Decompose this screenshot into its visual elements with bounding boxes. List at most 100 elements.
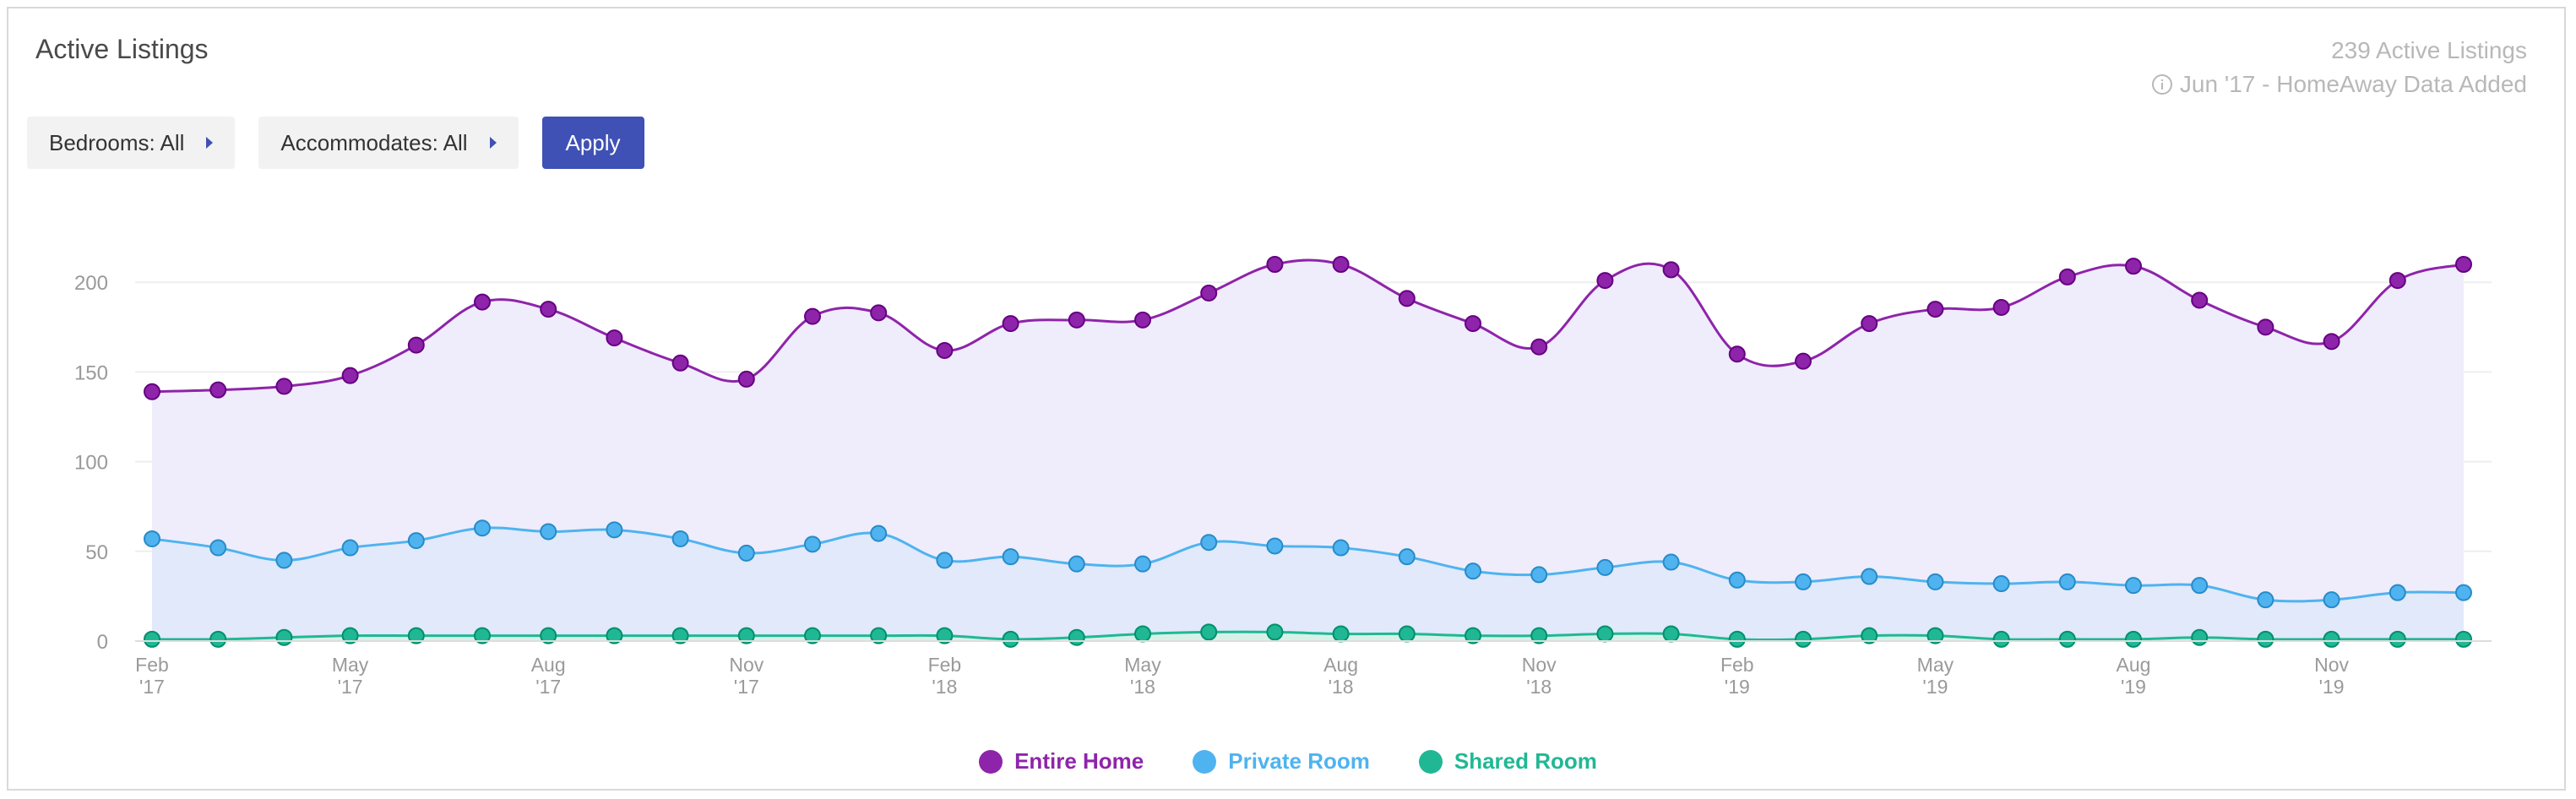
shared-room-point (804, 627, 821, 644)
entire-home-point (474, 293, 491, 311)
shared-room-point (2323, 630, 2340, 648)
private-room-point (1134, 555, 1151, 573)
entire-home-point (1596, 272, 1614, 290)
shared-room-point (1992, 630, 2010, 648)
x-tick-label: '18 (1329, 676, 1354, 698)
private-room-point (1068, 555, 1085, 573)
entire-home-point (209, 381, 227, 399)
point-layer (144, 256, 2472, 648)
private-room-point (606, 521, 623, 539)
shared-room-point (2125, 630, 2142, 648)
entire-home-point (1530, 338, 1548, 356)
entire-home-point (1002, 315, 1019, 333)
y-tick-label: 0 (97, 631, 108, 654)
private-room-point (2257, 591, 2274, 609)
caret-right-icon (489, 137, 497, 149)
shared-room-point (1530, 627, 1548, 644)
private-room-point (1465, 563, 1481, 580)
shared-room-point (407, 627, 425, 644)
entire-home-point (606, 329, 623, 347)
private-room-point (737, 544, 755, 562)
entire-home-point (341, 367, 359, 384)
entire-home-point (1266, 256, 1284, 273)
entire-home-point (407, 336, 425, 354)
shared-room-point (2455, 630, 2472, 648)
private-room-point (1662, 553, 1680, 571)
x-tick-label: '17 (535, 676, 561, 698)
x-tick-label: Feb (928, 654, 962, 676)
shared-room-point (1134, 625, 1151, 643)
x-tick-label: '18 (932, 676, 957, 698)
y-tick-label: 100 (74, 452, 108, 475)
x-tick-label: Aug (2117, 654, 2151, 676)
private-room-point (144, 530, 160, 547)
legend-label: Private Room (1228, 748, 1370, 774)
legend-item-shared-room[interactable]: Shared Room (1418, 748, 1597, 775)
private-room-point (2058, 573, 2076, 590)
y-tick-label: 200 (74, 272, 108, 295)
entire-home-point (1861, 315, 1878, 333)
x-tick-label: '19 (2319, 676, 2345, 698)
legend-item-private-room[interactable]: Private Room (1193, 748, 1370, 775)
active-listings-count: 239 Active Listings (2331, 37, 2527, 63)
entire-home-point (804, 307, 821, 325)
accommodates-dropdown[interactable]: Accommodates: All (258, 117, 519, 169)
private-room-point (2455, 584, 2472, 601)
entire-home-point (1068, 311, 1085, 329)
x-tick-label: '17 (139, 676, 165, 698)
entire-home-point (144, 383, 160, 400)
private-room-point (1398, 548, 1416, 566)
filter-bar: Bedrooms: All Accommodates: All Apply (27, 117, 644, 169)
entire-home-point (1200, 284, 1218, 302)
legend-dot-icon (1193, 749, 1217, 774)
entire-home-point (2058, 268, 2076, 285)
card-meta: 239 Active Listings Jun '17 - HomeAway D… (2151, 34, 2527, 101)
entire-home-point (737, 370, 755, 388)
bedrooms-dropdown[interactable]: Bedrooms: All (27, 117, 236, 169)
shared-room-point (737, 627, 755, 644)
shared-room-point (2191, 628, 2209, 646)
private-room-point (2389, 584, 2406, 601)
shared-room-point (1795, 630, 1812, 648)
entire-home-point (1398, 290, 1416, 307)
x-tick-label: '17 (734, 676, 759, 698)
entire-home-point (671, 354, 689, 372)
info-icon[interactable] (2151, 73, 2173, 95)
private-room-point (1266, 537, 1284, 555)
entire-home-point (540, 301, 557, 318)
x-tick-label: Nov (729, 654, 764, 676)
shared-room-point (2058, 630, 2076, 648)
private-room-point (2191, 577, 2209, 595)
x-tick-label: '18 (1526, 676, 1552, 698)
x-tick-label: Nov (1522, 654, 1557, 676)
shared-room-point (1332, 625, 1350, 643)
shared-room-point (209, 630, 227, 648)
x-tick-label: May (1917, 654, 1954, 676)
shared-room-area (152, 632, 2464, 641)
entire-home-point (2323, 333, 2340, 351)
shared-room-point (1002, 630, 1019, 648)
private-room-point (1992, 575, 2010, 593)
x-tick-label: '18 (1130, 676, 1155, 698)
legend-dot-icon (979, 749, 1003, 774)
shared-room-point (1861, 627, 1878, 644)
shared-room-point (1200, 623, 1218, 641)
shared-room-point (606, 627, 623, 644)
shared-room-point (1927, 627, 1944, 644)
legend-label: Entire Home (1014, 748, 1144, 774)
apply-button[interactable]: Apply (541, 117, 644, 169)
private-room-point (804, 535, 821, 553)
chart-legend: Entire Home Private Room Shared Room (0, 748, 2576, 775)
legend-item-entire-home[interactable]: Entire Home (979, 748, 1144, 775)
x-tick-label: '17 (338, 676, 363, 698)
shared-room-point (1068, 628, 1085, 646)
shared-room-point (1266, 623, 1284, 641)
entire-home-point (1728, 345, 1746, 363)
y-tick-label: 150 (74, 361, 108, 384)
shared-room-point (1398, 625, 1416, 643)
private-room-point (341, 539, 359, 557)
x-tick-label: '19 (1725, 676, 1750, 698)
private-room-point (474, 519, 491, 537)
area-layer (152, 259, 2464, 641)
private-room-point (1530, 566, 1548, 584)
